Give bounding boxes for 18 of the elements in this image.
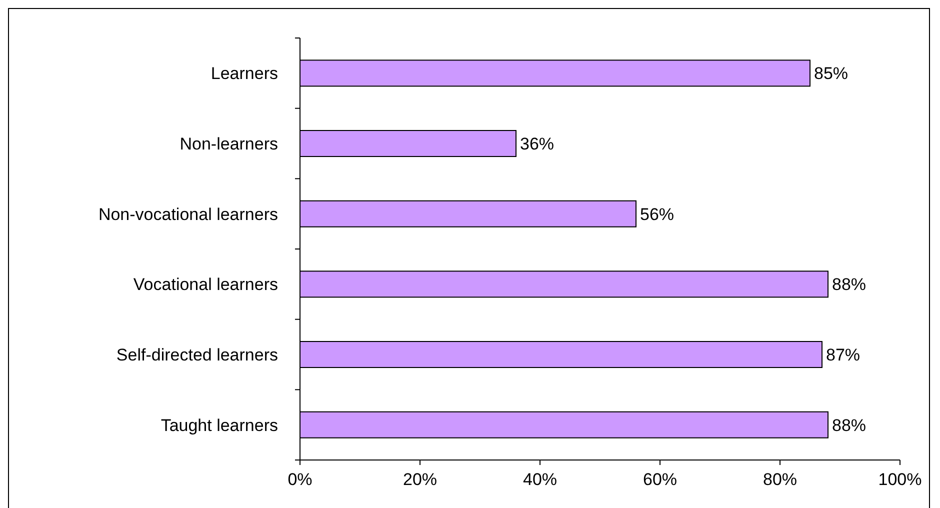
x-tick-label: 60% [642, 470, 678, 489]
y-tick-label: Learners [210, 64, 278, 84]
data-label: 85% [814, 64, 848, 84]
x-tick-label: 0% [288, 470, 312, 489]
y-tick-label: Non-vocational learners [98, 204, 278, 224]
y-tick-label: Self-directed learners [116, 346, 278, 364]
data-label: 56% [640, 204, 674, 224]
x-tick-label: 80% [762, 470, 798, 489]
data-label: 36% [520, 134, 554, 154]
y-tick-label: Taught learners [160, 416, 278, 435]
y-tick-label: Non-learners [180, 134, 278, 154]
data-label: 88% [832, 416, 866, 435]
data-label: 88% [832, 275, 866, 294]
x-tick-label: 20% [402, 470, 438, 489]
x-tick-label: 40% [522, 470, 558, 489]
x-tick-label: 100% [878, 470, 922, 489]
y-tick-label: Vocational learners [133, 275, 278, 294]
data-label: 87% [826, 346, 860, 364]
